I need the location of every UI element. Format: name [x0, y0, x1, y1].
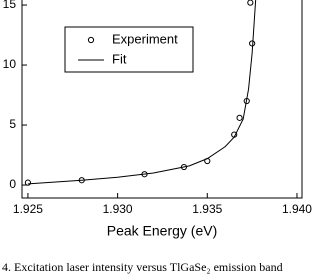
- legend-label: Experiment: [112, 31, 178, 46]
- caption: 4. Excitation laser intensity versus TlG…: [2, 260, 283, 274]
- x-tick-label: 1.940: [282, 202, 312, 216]
- x-tick-label: 1.925: [13, 202, 43, 216]
- x-tick-label: 1.935: [192, 202, 222, 216]
- x-axis-label: Peak Energy (eV): [107, 223, 218, 239]
- legend-label: Fit: [112, 51, 127, 66]
- y-tick-label: 15: [3, 0, 17, 11]
- y-tick-label: 5: [9, 117, 16, 131]
- data-point: [249, 40, 256, 47]
- data-point: [247, 0, 254, 6]
- legend-marker: [87, 36, 95, 44]
- x-tick-label: 1.930: [103, 202, 133, 216]
- legend-box: [64, 26, 194, 73]
- y-tick-label: 10: [3, 57, 17, 71]
- data-point: [24, 179, 32, 186]
- fit-line: [27, 0, 257, 185]
- plot-frame: [21, 0, 303, 199]
- y-tick-label: 0: [9, 177, 16, 191]
- data-point: [236, 114, 243, 121]
